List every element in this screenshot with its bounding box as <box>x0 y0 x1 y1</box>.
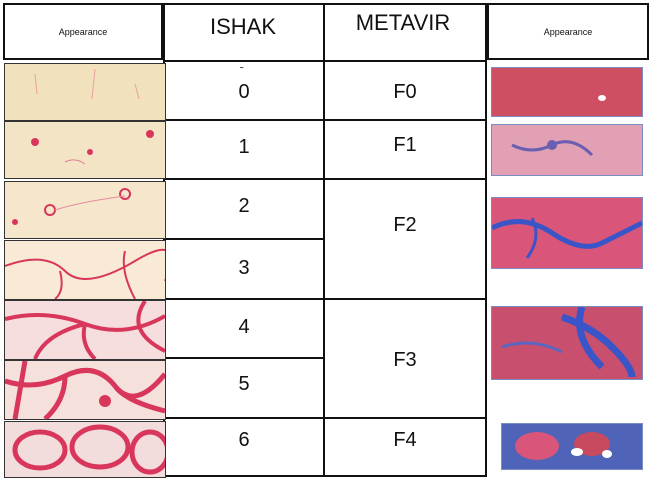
metavir-row-divider <box>323 119 485 121</box>
column-divider-right <box>485 3 487 477</box>
metavir-stage-f1: F1 <box>393 133 417 156</box>
metavir-stage-f0: F0 <box>393 80 417 103</box>
header-ishak: ISHAK <box>209 14 277 39</box>
histology-image-metavir-f1 <box>491 124 643 176</box>
metavir-row-divider <box>323 298 485 300</box>
histology-image-ishak-5 <box>4 360 166 420</box>
ishak-score-1: 1 <box>238 135 250 158</box>
histology-image-metavir-f4 <box>501 423 643 470</box>
ishak-row-divider <box>163 357 323 359</box>
ishak-row-divider <box>163 238 323 240</box>
histology-image-ishak-2 <box>4 181 166 239</box>
header-bottom-border <box>163 60 487 62</box>
header-cell-appearance-right: Appearance <box>487 3 649 60</box>
histology-image-ishak-3 <box>4 240 166 300</box>
header-cell-appearance-left: Appearance <box>3 3 163 60</box>
metavir-stage-f2: F2 <box>393 213 417 236</box>
ishak-score-5: 5 <box>238 372 250 395</box>
histology-image-metavir-f3 <box>491 306 643 380</box>
histology-image-metavir-f2 <box>491 197 643 269</box>
table-top-border <box>163 3 487 5</box>
ishak-score-3: 3 <box>238 256 250 279</box>
ishak-score-6: 6 <box>238 428 250 451</box>
header-appearance-left: Appearance <box>58 26 108 37</box>
histology-image-ishak-1 <box>4 121 166 179</box>
ishak-score-0: 0 <box>238 80 250 103</box>
histology-image-metavir-f0 <box>491 67 643 117</box>
histology-image-ishak-0 <box>4 63 166 121</box>
metavir-row-divider <box>323 417 485 419</box>
metavir-stage-f3: F3 <box>393 348 417 371</box>
column-divider-middle <box>323 3 325 477</box>
header-appearance-right: Appearance <box>543 26 593 37</box>
histology-image-ishak-6 <box>4 421 166 478</box>
ishak-row-divider <box>163 178 323 180</box>
table-bottom-border <box>163 475 487 477</box>
ishak-row-divider <box>163 119 323 121</box>
header-metavir: METAVIR <box>355 10 451 35</box>
metavir-row-divider <box>323 178 485 180</box>
ishak-caret-mark: ˜ <box>240 66 244 77</box>
metavir-stage-f4: F4 <box>393 428 417 451</box>
histology-image-ishak-4 <box>4 300 166 360</box>
ishak-score-2: 2 <box>238 194 250 217</box>
ishak-row-divider <box>163 417 323 419</box>
ishak-score-4: 4 <box>238 315 250 338</box>
ishak-row-divider <box>163 298 323 300</box>
